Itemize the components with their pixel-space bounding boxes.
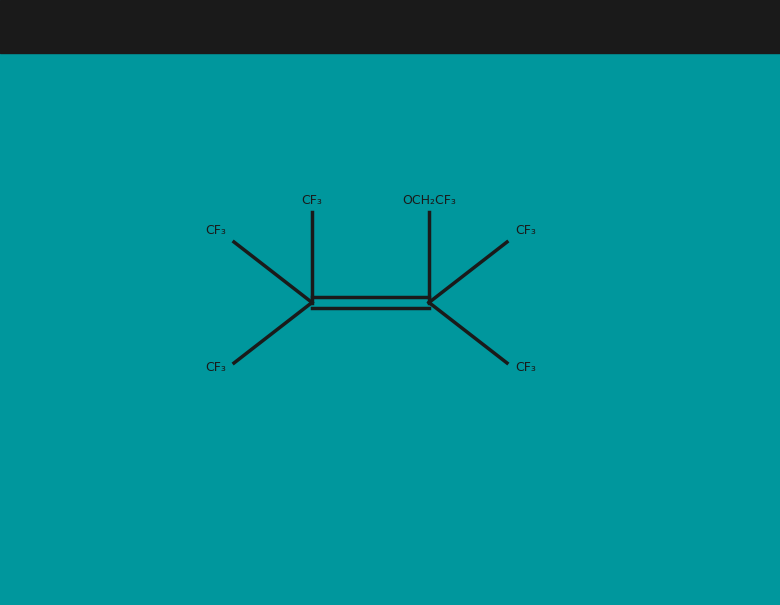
Bar	[0, 0, 780, 53]
Text: OCH₂CF₃: OCH₂CF₃	[402, 194, 456, 207]
Text: CF₃: CF₃	[205, 361, 226, 373]
Text: CF₃: CF₃	[302, 194, 322, 207]
Text: CF₃: CF₃	[515, 224, 536, 237]
Text: CF₃: CF₃	[515, 361, 536, 373]
Text: CF₃: CF₃	[205, 224, 226, 237]
